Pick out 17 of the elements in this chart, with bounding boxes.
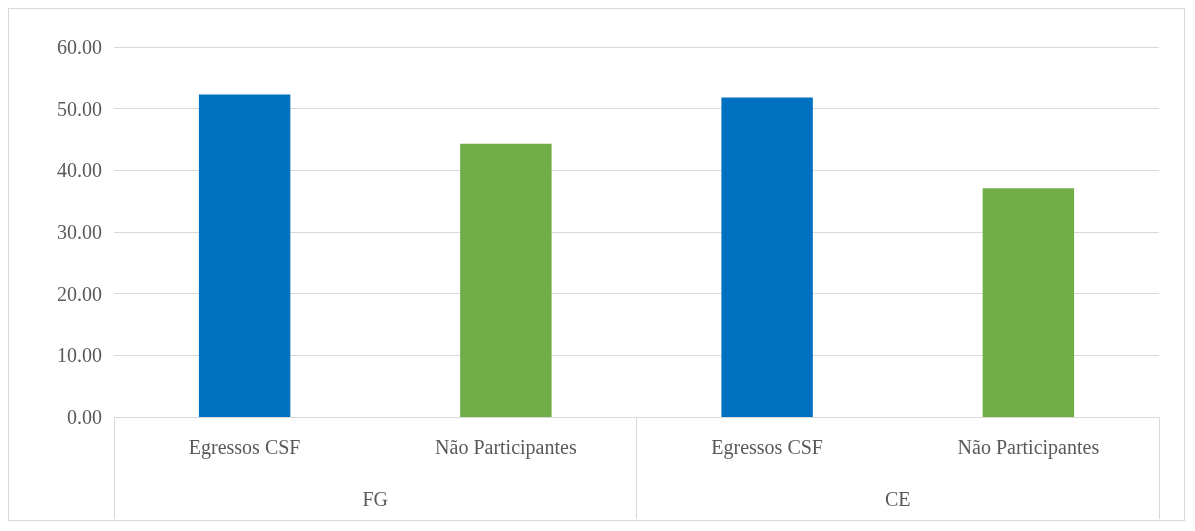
y-tick-label: 0.00: [67, 406, 102, 428]
y-tick-label: 20.00: [57, 282, 102, 305]
series-label: Não Participantes: [435, 436, 577, 459]
text: Não Participantes: [957, 436, 1100, 458]
y-tick-label: 60.00: [57, 36, 102, 58]
y-tick-label: 30.00: [57, 221, 102, 243]
y-tick-label: 40.00: [57, 159, 102, 182]
bar: [198, 94, 291, 417]
y-tick-label: 10.00: [57, 344, 102, 367]
text: Egressos CSF: [711, 436, 823, 458]
bar: [721, 97, 813, 417]
bar: [982, 188, 1075, 417]
x-tick-label: CE: [884, 488, 911, 510]
y-tick-label: 50.00: [57, 97, 102, 120]
x-tick-label: FG: [362, 488, 389, 510]
bar: [460, 143, 552, 417]
series-label: Egressos CSF: [188, 436, 301, 459]
